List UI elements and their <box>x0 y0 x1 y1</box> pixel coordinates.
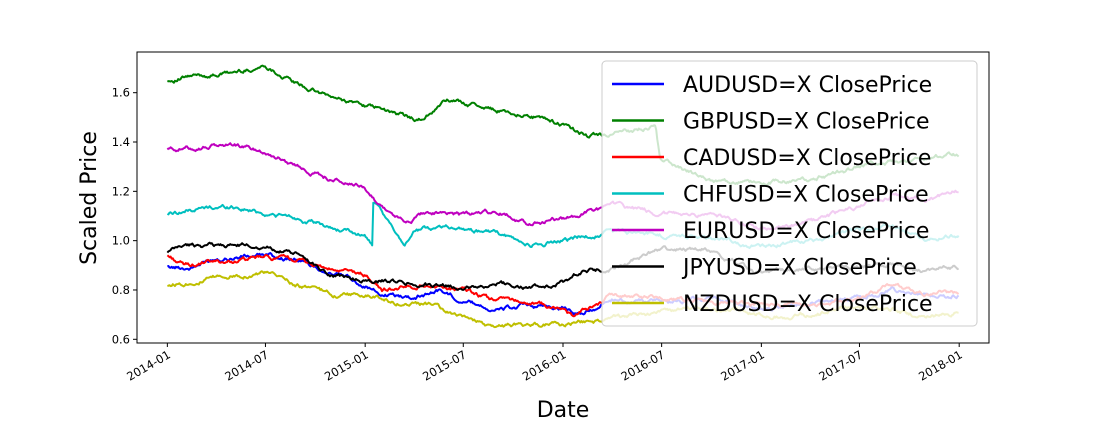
y-tick-label: 1.2 <box>112 184 130 198</box>
y-axis: 0.6 0.8 1.0 1.2 1.4 1.6 <box>112 86 137 346</box>
legend-label-nzdusd: NZDUSD=X ClosePrice <box>683 292 933 317</box>
y-tick-label: 1.6 <box>112 86 130 100</box>
legend-label-chfusd: CHFUSD=X ClosePrice <box>683 183 929 208</box>
x-tick-label: 2015-07 <box>420 347 469 383</box>
x-tick-label: 2017-01 <box>718 347 767 383</box>
y-axis-label: Scaled Price <box>77 131 102 265</box>
y-tick-label: 1.4 <box>112 135 130 149</box>
legend-label-jpyusd: JPYUSD=X ClosePrice <box>681 256 917 281</box>
x-axis-label: Date <box>537 398 590 423</box>
legend-label-audusd: AUDUSD=X ClosePrice <box>683 73 932 98</box>
x-tick-label: 2016-07 <box>619 347 668 383</box>
y-tick-label: 0.6 <box>112 332 130 346</box>
legend-label-gbpusd: GBPUSD=X ClosePrice <box>683 110 930 135</box>
x-tick-label: 2017-07 <box>816 347 865 383</box>
y-tick-label: 1.0 <box>112 234 130 248</box>
legend: AUDUSD=X ClosePrice GBPUSD=X ClosePrice CA… <box>601 60 978 327</box>
x-tick-label: 2015-01 <box>322 347 371 383</box>
legend-label-cadusd: CADUSD=X ClosePrice <box>683 146 931 171</box>
x-axis: 2014-01 2014-07 2015-01 2015-07 2016-01 2016-… <box>124 343 965 384</box>
x-tick-label: 2014-01 <box>124 347 173 383</box>
x-tick-label: 2018-01 <box>916 347 965 383</box>
y-tick-label: 0.8 <box>112 283 130 297</box>
legend-box <box>601 60 978 327</box>
series-lines <box>166 64 960 329</box>
x-tick-label: 2014-07 <box>222 347 271 383</box>
x-tick-label: 2016-01 <box>520 347 569 383</box>
legend-label-eurusd: EURUSD=X ClosePrice <box>683 219 929 244</box>
